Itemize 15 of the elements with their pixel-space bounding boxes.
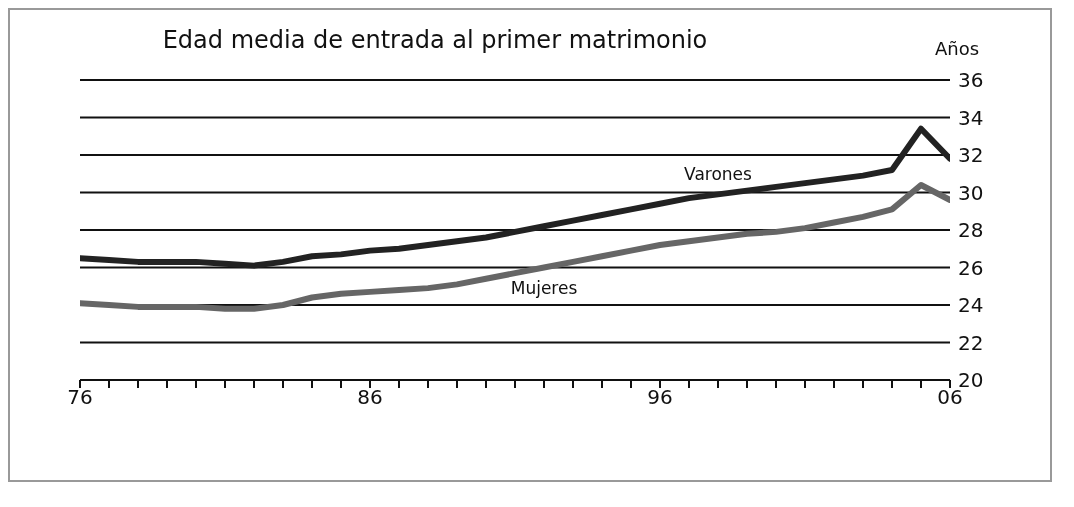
y-tick-label: 22 (958, 330, 984, 355)
series-label: Mujeres (510, 277, 578, 298)
chart-title: Edad media de entrada al primer matrimonio (161, 26, 709, 54)
x-tick-label: 96 (647, 385, 673, 410)
y-tick-label: 28 (958, 218, 984, 243)
y-tick-label: 24 (958, 293, 984, 318)
y-tick-label: 34 (958, 105, 984, 130)
x-tick-label: 86 (357, 385, 383, 410)
x-tick-label: 76 (67, 385, 93, 410)
y-axis-title: Años (935, 38, 980, 59)
y-tick-label: 26 (958, 255, 984, 280)
y-tick-label: 36 (958, 68, 984, 93)
y-tick-label: 30 (958, 180, 984, 205)
y-tick-label: 32 (958, 143, 984, 168)
series-label: Varones (684, 164, 753, 185)
